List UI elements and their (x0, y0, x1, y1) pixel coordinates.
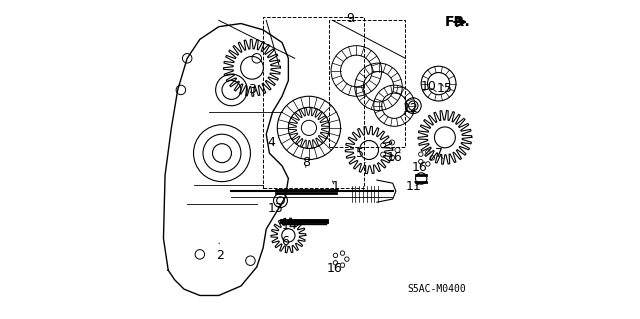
Text: 2: 2 (216, 243, 225, 263)
Text: 15: 15 (437, 82, 453, 95)
Text: 7: 7 (435, 147, 443, 160)
Text: 8: 8 (302, 156, 310, 169)
Text: FR.: FR. (445, 15, 470, 29)
Text: 16: 16 (412, 161, 428, 174)
Text: 11: 11 (405, 180, 421, 193)
Text: 16: 16 (387, 152, 402, 164)
Text: 16: 16 (326, 262, 342, 275)
Text: 3: 3 (248, 84, 256, 96)
Text: 14: 14 (282, 219, 298, 233)
Text: 9: 9 (346, 12, 354, 25)
Text: 1: 1 (332, 180, 339, 193)
Text: 13: 13 (268, 202, 284, 215)
Text: 10: 10 (421, 80, 437, 93)
Text: 12: 12 (403, 102, 418, 115)
Text: 4: 4 (267, 136, 275, 149)
Text: 6: 6 (281, 235, 289, 248)
Text: 5: 5 (356, 147, 366, 163)
Text: S5AC-M0400: S5AC-M0400 (408, 284, 467, 294)
